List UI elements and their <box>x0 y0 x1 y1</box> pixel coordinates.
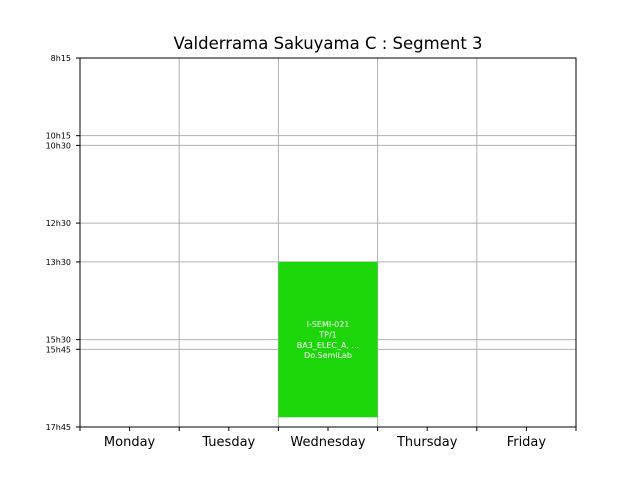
y-tick-label: 12h30 <box>46 219 71 228</box>
x-tick-label: Wednesday <box>290 435 366 450</box>
event-label-line: TP/1 <box>318 330 337 339</box>
x-tick-label: Thursday <box>396 435 458 450</box>
y-tick-label: 13h30 <box>46 258 71 267</box>
x-tick-label: Tuesday <box>201 435 255 450</box>
y-tick-label: 15h30 <box>46 336 71 345</box>
x-tick-label: Monday <box>104 435 156 450</box>
y-tick-label: 10h15 <box>46 132 71 141</box>
y-tick-label: 17h45 <box>46 423 71 432</box>
event-label-line: BA3_ELEC_A, ... <box>297 341 359 350</box>
chart-title: Valderrama Sakuyama C : Segment 3 <box>173 34 482 53</box>
y-tick-label: 15h45 <box>46 345 71 354</box>
x-tick-label: Friday <box>507 435 547 450</box>
y-tick-label: 10h30 <box>46 141 71 150</box>
y-tick-label: 8h15 <box>51 54 71 63</box>
event-label-line: I-SEMI-021 <box>307 320 350 329</box>
event-label-line: Do.SemiLab <box>304 351 352 360</box>
event-block[interactable] <box>278 261 378 418</box>
x-axis-ticks: Monday Tuesday Wednesday Thursday Friday <box>79 427 577 450</box>
